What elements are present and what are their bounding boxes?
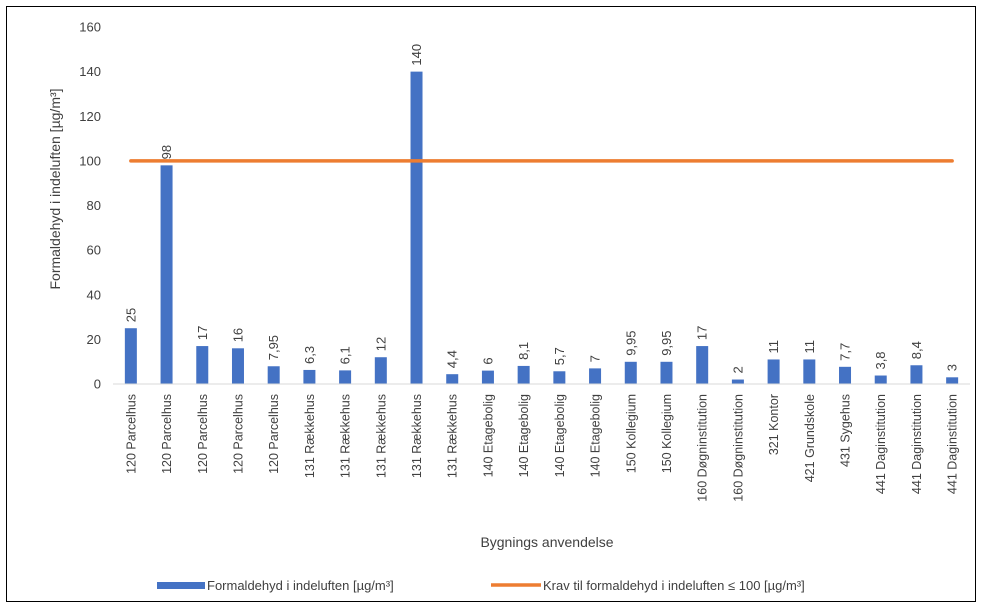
- bar-data-label: 2: [730, 366, 745, 373]
- bar: [160, 165, 173, 384]
- x-tick-label: 441 Daginstitution: [910, 394, 924, 494]
- y-tick-label: 20: [87, 332, 101, 347]
- y-tick-label: 140: [79, 64, 101, 79]
- bar: [803, 359, 816, 384]
- bar-data-label: 5,7: [552, 347, 567, 365]
- bar: [481, 370, 494, 384]
- x-tick-label: 441 Daginstitution: [946, 394, 960, 494]
- x-tick-label: 160 Døgninstitution: [731, 394, 745, 502]
- x-tick-label: 131 Rækkehus: [339, 394, 353, 478]
- legend-line-label: Krav til formaldehyd i indeluften ≤ 100 …: [543, 578, 805, 593]
- bar-data-label: 25: [123, 308, 138, 322]
- bar: [303, 369, 316, 384]
- y-axis: 0 20 40 60 80 100 120 140 160: [79, 20, 101, 392]
- bar: [589, 368, 602, 384]
- bar: [839, 366, 852, 384]
- x-tick-label: 140 Etagebolig: [589, 394, 603, 477]
- y-tick-label: 0: [94, 377, 101, 392]
- bar-data-label: 11: [766, 340, 781, 354]
- bar: [731, 379, 744, 384]
- bar: [446, 374, 459, 384]
- bar-data-label: 7,7: [838, 343, 853, 361]
- x-tick-label: 431 Sygehus: [839, 394, 853, 467]
- y-axis-title: Formaldehyd i indeluften [µg/m³]: [47, 88, 63, 289]
- bar: [946, 377, 959, 384]
- bar-data-label: 3,8: [873, 351, 888, 369]
- bar-data-label: 6,3: [302, 346, 317, 364]
- chart-frame: 0 20 40 60 80 100 120 140 160 25 98 17 16 7,95 6,3 6,1…: [6, 6, 976, 602]
- legend-bar-label: Formaldehyd i indeluften [µg/m³]: [207, 578, 394, 593]
- x-tick-label: 140 Etagebolig: [481, 394, 495, 477]
- x-tick-label: 441 Daginstitution: [874, 394, 888, 494]
- x-tick-label: 131 Rækkehus: [374, 394, 388, 478]
- bar: [874, 375, 887, 384]
- bar-data-label: 17: [695, 326, 710, 340]
- x-tick-label: 120 Parcelhus: [267, 394, 281, 474]
- bar: [267, 366, 280, 384]
- bar-data-label: 140: [409, 44, 424, 66]
- bar-data-label: 98: [159, 145, 174, 159]
- bar: [124, 328, 137, 384]
- x-tick-label: 120 Parcelhus: [231, 394, 245, 474]
- bar: [410, 71, 423, 384]
- x-tick-label: 321 Kontor: [767, 394, 781, 455]
- bar: [767, 359, 780, 384]
- bar-data-label: 11: [802, 340, 817, 354]
- bar-series: 25 98 17 16 7,95 6,3 6,1 12 140 4,4 6 8,1 5,7 7 9,95 9,…: [123, 44, 960, 384]
- y-tick-label: 100: [79, 153, 101, 168]
- x-tick-label: 160 Døgninstitution: [696, 394, 710, 502]
- x-tick-label: 120 Parcelhus: [124, 394, 138, 474]
- bar: [231, 348, 244, 384]
- x-tick-label: 131 Rækkehus: [446, 394, 460, 478]
- legend-bar-swatch: [157, 582, 205, 589]
- bar-data-label: 8,1: [516, 342, 531, 360]
- y-tick-label: 40: [87, 287, 101, 302]
- bar: [624, 361, 637, 384]
- bar-data-label: 17: [195, 326, 210, 340]
- bar: [660, 361, 673, 384]
- x-tick-label: 131 Rækkehus: [410, 394, 424, 478]
- bar-data-label: 7,95: [266, 335, 281, 360]
- bar: [696, 346, 709, 384]
- legend: Formaldehyd i indeluften [µg/m³] Krav ti…: [157, 578, 805, 593]
- bar-data-label: 16: [230, 328, 245, 342]
- x-tick-label: 131 Rækkehus: [303, 394, 317, 478]
- x-axis-title: Bygnings anvendelse: [480, 534, 613, 550]
- y-tick-label: 60: [87, 243, 101, 258]
- bar-data-label: 12: [373, 337, 388, 351]
- bar-data-label: 8,4: [909, 341, 924, 359]
- bar: [553, 371, 566, 384]
- bar: [374, 357, 387, 384]
- bar-data-label: 9,95: [623, 330, 638, 355]
- x-tick-label: 421 Grundskole: [803, 394, 817, 482]
- bar-data-label: 7: [588, 355, 603, 362]
- y-tick-label: 120: [79, 109, 101, 124]
- bar-data-label: 6,1: [338, 346, 353, 364]
- y-tick-label: 80: [87, 198, 101, 213]
- x-axis: 120 Parcelhus 120 Parcelhus 120 Parcelhus 1…: [113, 383, 970, 502]
- chart-svg: 0 20 40 60 80 100 120 140 160 25 98 17 16 7,95 6,3 6,1…: [47, 20, 970, 593]
- bar: [196, 346, 209, 384]
- x-tick-label: 120 Parcelhus: [196, 394, 210, 474]
- bar-data-label: 3: [945, 364, 960, 371]
- bar: [339, 370, 352, 384]
- bar: [517, 365, 530, 384]
- bar-data-label: 9,95: [659, 330, 674, 355]
- x-tick-label: 150 Kollegium: [660, 394, 674, 473]
- bar: [910, 365, 923, 384]
- bar-data-label: 4,4: [445, 350, 460, 368]
- x-tick-label: 150 Kollegium: [624, 394, 638, 473]
- x-tick-label: 120 Parcelhus: [160, 394, 174, 474]
- x-tick-label: 140 Etagebolig: [517, 394, 531, 477]
- bar-data-label: 6: [480, 357, 495, 364]
- y-tick-label: 160: [79, 20, 101, 35]
- x-tick-label: 140 Etagebolig: [553, 394, 567, 477]
